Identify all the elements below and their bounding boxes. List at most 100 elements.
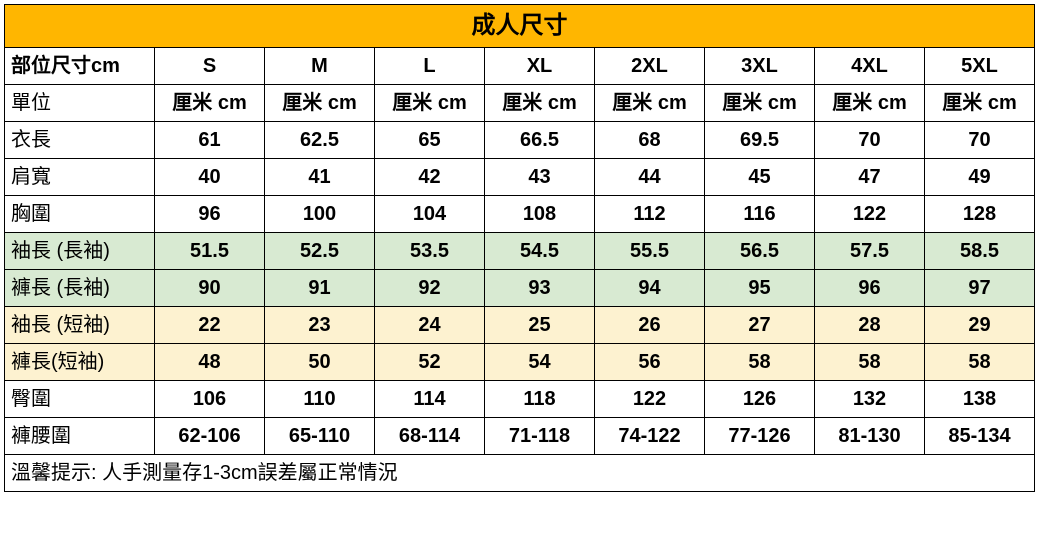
measurement-value: 26 — [595, 306, 705, 343]
measurement-value: 54.5 — [485, 232, 595, 269]
measurement-value: 58.5 — [925, 232, 1035, 269]
measurement-value: 122 — [595, 380, 705, 417]
measurement-value: 56.5 — [705, 232, 815, 269]
measurement-label: 肩寬 — [5, 158, 155, 195]
table-row: 褲長 (長袖)9091929394959697 — [5, 269, 1035, 306]
measurement-value: 48 — [155, 343, 265, 380]
measurement-value: 96 — [155, 195, 265, 232]
measurement-value: 58 — [705, 343, 815, 380]
table-row: 肩寬4041424344454749 — [5, 158, 1035, 195]
measurement-value: 74-122 — [595, 417, 705, 454]
measurement-label: 褲長 (長袖) — [5, 269, 155, 306]
measurement-value: 110 — [265, 380, 375, 417]
measurement-value: 116 — [705, 195, 815, 232]
measurement-value: 81-130 — [815, 417, 925, 454]
unit-value: 厘米 cm — [375, 84, 485, 121]
measurement-value: 97 — [925, 269, 1035, 306]
measurement-label: 臀圍 — [5, 380, 155, 417]
measurement-value: 91 — [265, 269, 375, 306]
measurement-label: 袖長 (長袖) — [5, 232, 155, 269]
table-row: 衣長6162.56566.56869.57070 — [5, 121, 1035, 158]
unit-row: 單位厘米 cm厘米 cm厘米 cm厘米 cm厘米 cm厘米 cm厘米 cm厘米 … — [5, 84, 1035, 121]
measurement-value: 23 — [265, 306, 375, 343]
size-header: S — [155, 47, 265, 84]
measurement-value: 70 — [925, 121, 1035, 158]
measurement-value: 41 — [265, 158, 375, 195]
measurement-value: 66.5 — [485, 121, 595, 158]
measurement-value: 106 — [155, 380, 265, 417]
measurement-label: 褲腰圍 — [5, 417, 155, 454]
measurement-value: 100 — [265, 195, 375, 232]
measurement-value: 52.5 — [265, 232, 375, 269]
measurement-value: 96 — [815, 269, 925, 306]
table-row: 褲長(短袖)4850525456585858 — [5, 343, 1035, 380]
size-chart-table: 成人尺寸部位尺寸cmSMLXL2XL3XL4XL5XL單位厘米 cm厘米 cm厘… — [4, 4, 1035, 492]
measurement-value: 104 — [375, 195, 485, 232]
measurement-value: 62-106 — [155, 417, 265, 454]
measurement-value: 65 — [375, 121, 485, 158]
measurement-value: 118 — [485, 380, 595, 417]
measurement-value: 57.5 — [815, 232, 925, 269]
table-row: 胸圍96100104108112116122128 — [5, 195, 1035, 232]
measurement-value: 43 — [485, 158, 595, 195]
footer-note: 溫馨提示: 人手測量存1-3cm誤差屬正常情況 — [5, 454, 1035, 491]
measurement-label: 衣長 — [5, 121, 155, 158]
measurement-value: 47 — [815, 158, 925, 195]
table-row: 臀圍106110114118122126132138 — [5, 380, 1035, 417]
measurement-value: 49 — [925, 158, 1035, 195]
measurement-value: 77-126 — [705, 417, 815, 454]
measurement-label: 胸圍 — [5, 195, 155, 232]
measurement-value: 29 — [925, 306, 1035, 343]
measurement-value: 54 — [485, 343, 595, 380]
measurement-value: 53.5 — [375, 232, 485, 269]
size-header: M — [265, 47, 375, 84]
unit-value: 厘米 cm — [815, 84, 925, 121]
measurement-value: 58 — [815, 343, 925, 380]
measurement-value: 92 — [375, 269, 485, 306]
measurement-value: 28 — [815, 306, 925, 343]
table-row: 褲腰圍62-10665-11068-11471-11874-12277-1268… — [5, 417, 1035, 454]
unit-value: 厘米 cm — [265, 84, 375, 121]
measurement-value: 70 — [815, 121, 925, 158]
columns-label: 部位尺寸cm — [5, 47, 155, 84]
unit-label: 單位 — [5, 84, 155, 121]
measurement-value: 58 — [925, 343, 1035, 380]
measurement-value: 122 — [815, 195, 925, 232]
measurement-value: 68 — [595, 121, 705, 158]
measurement-value: 56 — [595, 343, 705, 380]
size-header: 5XL — [925, 47, 1035, 84]
table-row: 袖長 (長袖)51.552.553.554.555.556.557.558.5 — [5, 232, 1035, 269]
measurement-value: 24 — [375, 306, 485, 343]
measurement-value: 40 — [155, 158, 265, 195]
measurement-value: 27 — [705, 306, 815, 343]
measurement-value: 25 — [485, 306, 595, 343]
unit-value: 厘米 cm — [485, 84, 595, 121]
size-header: 2XL — [595, 47, 705, 84]
measurement-value: 51.5 — [155, 232, 265, 269]
measurement-value: 138 — [925, 380, 1035, 417]
size-header: 3XL — [705, 47, 815, 84]
measurement-value: 108 — [485, 195, 595, 232]
size-header: 4XL — [815, 47, 925, 84]
measurement-value: 128 — [925, 195, 1035, 232]
measurement-value: 55.5 — [595, 232, 705, 269]
size-header: XL — [485, 47, 595, 84]
table-row: 袖長 (短袖)2223242526272829 — [5, 306, 1035, 343]
title-row: 成人尺寸 — [5, 5, 1035, 48]
measurement-value: 52 — [375, 343, 485, 380]
measurement-value: 68-114 — [375, 417, 485, 454]
unit-value: 厘米 cm — [925, 84, 1035, 121]
measurement-value: 126 — [705, 380, 815, 417]
unit-value: 厘米 cm — [595, 84, 705, 121]
measurement-value: 69.5 — [705, 121, 815, 158]
measurement-value: 71-118 — [485, 417, 595, 454]
measurement-value: 62.5 — [265, 121, 375, 158]
measurement-value: 95 — [705, 269, 815, 306]
footer-row: 溫馨提示: 人手測量存1-3cm誤差屬正常情況 — [5, 454, 1035, 491]
measurement-value: 65-110 — [265, 417, 375, 454]
measurement-value: 22 — [155, 306, 265, 343]
measurement-value: 44 — [595, 158, 705, 195]
unit-value: 厘米 cm — [155, 84, 265, 121]
measurement-value: 114 — [375, 380, 485, 417]
measurement-value: 50 — [265, 343, 375, 380]
